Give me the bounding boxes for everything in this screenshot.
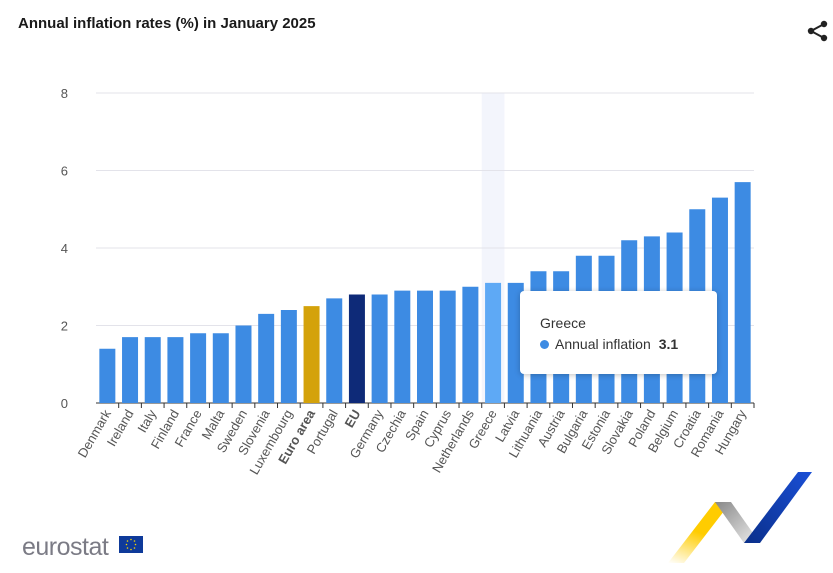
y-tick-label: 6 — [61, 164, 68, 179]
bar-france[interactable] — [190, 333, 207, 403]
tooltip-value: 3.1 — [658, 336, 679, 352]
bar-hungary[interactable] — [734, 182, 751, 403]
bar-greece[interactable] — [485, 282, 502, 403]
y-tick-label: 4 — [61, 241, 68, 256]
bar-spain[interactable] — [417, 290, 433, 403]
y-tick-label: 8 — [61, 86, 68, 101]
x-tick-label: EU — [342, 407, 364, 430]
bar-germany[interactable] — [371, 294, 388, 404]
bar-sweden[interactable] — [235, 325, 252, 404]
bar-euro-area[interactable] — [303, 306, 320, 403]
tooltip: Greece Annual inflation 3.1 — [520, 291, 717, 374]
bar-latvia[interactable] — [507, 282, 524, 403]
bar-italy[interactable] — [144, 337, 161, 403]
tooltip-title: Greece — [540, 315, 586, 331]
tooltip-row: Annual inflation 3.1 — [540, 336, 678, 352]
bar-cyprus[interactable] — [439, 290, 456, 403]
tooltip-series: Annual inflation — [555, 336, 651, 352]
decorative-ribbon-icon — [668, 472, 812, 563]
y-tick-label: 0 — [61, 396, 68, 411]
y-tick-label: 2 — [61, 319, 68, 334]
eu-flag-icon — [119, 536, 143, 553]
bar-czechia[interactable] — [394, 290, 411, 403]
eurostat-logo: eurostat — [22, 533, 109, 561]
bar-eu[interactable] — [348, 294, 365, 404]
bar-ireland[interactable] — [122, 337, 139, 403]
chart-title: Annual inflation rates (%) in January 20… — [18, 15, 316, 32]
share-icon[interactable] — [806, 20, 830, 42]
bar-malta[interactable] — [212, 333, 229, 403]
bar-denmark[interactable] — [99, 348, 116, 403]
bar-slovenia[interactable] — [258, 313, 275, 403]
series-dot-icon — [540, 340, 549, 349]
bar-portugal[interactable] — [326, 298, 343, 403]
bar-luxembourg[interactable] — [280, 310, 297, 403]
bar-finland[interactable] — [167, 337, 184, 403]
bar-netherlands[interactable] — [462, 286, 479, 403]
